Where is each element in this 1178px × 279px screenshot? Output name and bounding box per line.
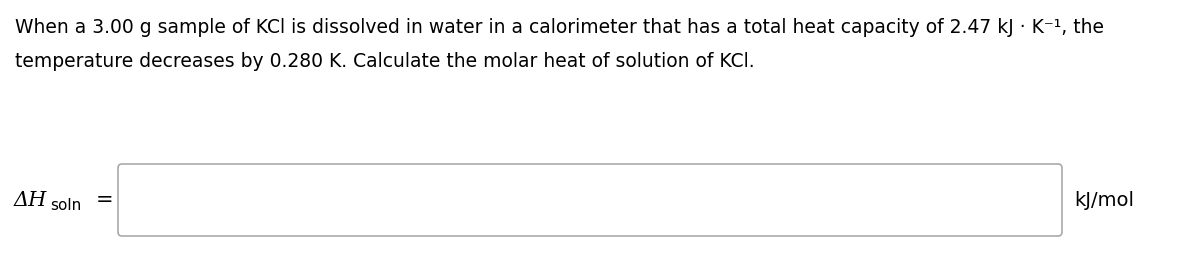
Text: When a 3.00 g sample of KCl is dissolved in water in a calorimeter that has a to: When a 3.00 g sample of KCl is dissolved… bbox=[15, 18, 1104, 37]
Text: temperature decreases by 0.280 K. Calculate the molar heat of solution of KCl.: temperature decreases by 0.280 K. Calcul… bbox=[15, 52, 755, 71]
Text: ΔH: ΔH bbox=[14, 191, 47, 210]
Text: soln: soln bbox=[49, 198, 81, 213]
FancyBboxPatch shape bbox=[118, 164, 1063, 236]
Text: =: = bbox=[95, 190, 113, 210]
Text: kJ/mol: kJ/mol bbox=[1074, 191, 1134, 210]
